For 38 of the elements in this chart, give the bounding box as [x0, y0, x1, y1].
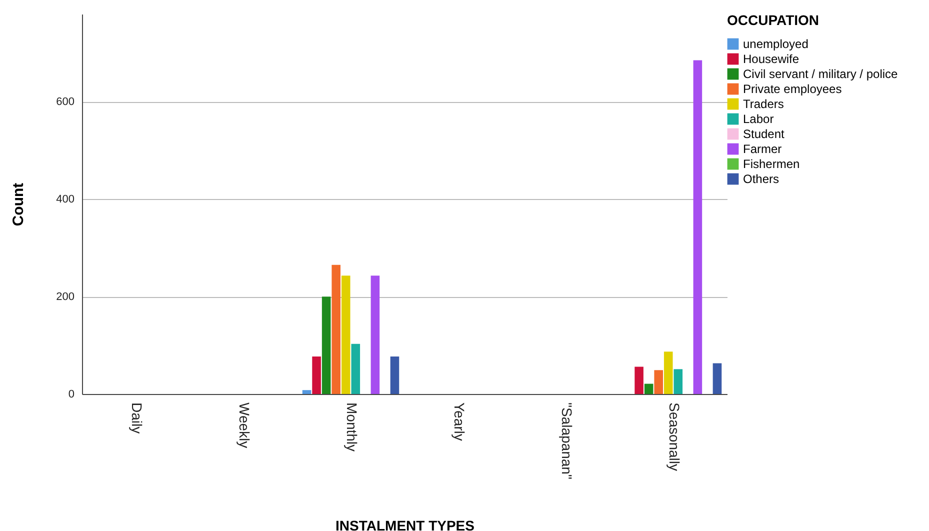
legend-label: Others — [743, 172, 780, 186]
bar — [341, 276, 350, 394]
bar — [390, 356, 400, 394]
bar — [351, 344, 360, 394]
x-tick-label: Monthly — [344, 402, 360, 452]
bar — [322, 296, 331, 394]
legend-label: Labor — [743, 112, 774, 126]
x-tick-label: Weekly — [236, 402, 252, 448]
legend-label: Housewife — [743, 52, 800, 66]
legend-title: OCCUPATION — [727, 12, 820, 28]
y-tick-label: 0 — [68, 388, 74, 400]
y-tick-label: 400 — [56, 194, 74, 206]
x-tick-label: Seasonally — [666, 402, 682, 471]
legend-label: Private employees — [743, 82, 842, 96]
legend-label: Civil servant / military / police — [743, 67, 898, 81]
x-tick-label: Daily — [128, 402, 145, 434]
y-axis-title: Count — [10, 182, 28, 226]
bar — [712, 363, 722, 394]
bar — [674, 369, 683, 394]
bar — [654, 370, 663, 394]
y-tick-label: 200 — [56, 291, 74, 304]
bar — [644, 384, 654, 394]
bar — [312, 356, 321, 394]
bar — [634, 366, 644, 394]
legend-label: unemployed — [743, 37, 808, 51]
x-tick-label: "Salapanan" — [558, 402, 575, 480]
legend-label: Student — [743, 127, 786, 141]
bar — [370, 276, 380, 394]
bar — [302, 390, 312, 394]
bar — [664, 352, 673, 394]
legend-label: Traders — [743, 97, 784, 111]
x-tick-label: Yearly — [451, 402, 468, 441]
bar — [332, 264, 340, 394]
legend-label: Fishermen — [743, 157, 800, 171]
bar — [693, 60, 702, 394]
legend-label: Farmer — [743, 142, 782, 156]
y-tick-label: 600 — [56, 96, 74, 108]
x-axis-title: INSTALMENT TYPES — [336, 517, 474, 531]
